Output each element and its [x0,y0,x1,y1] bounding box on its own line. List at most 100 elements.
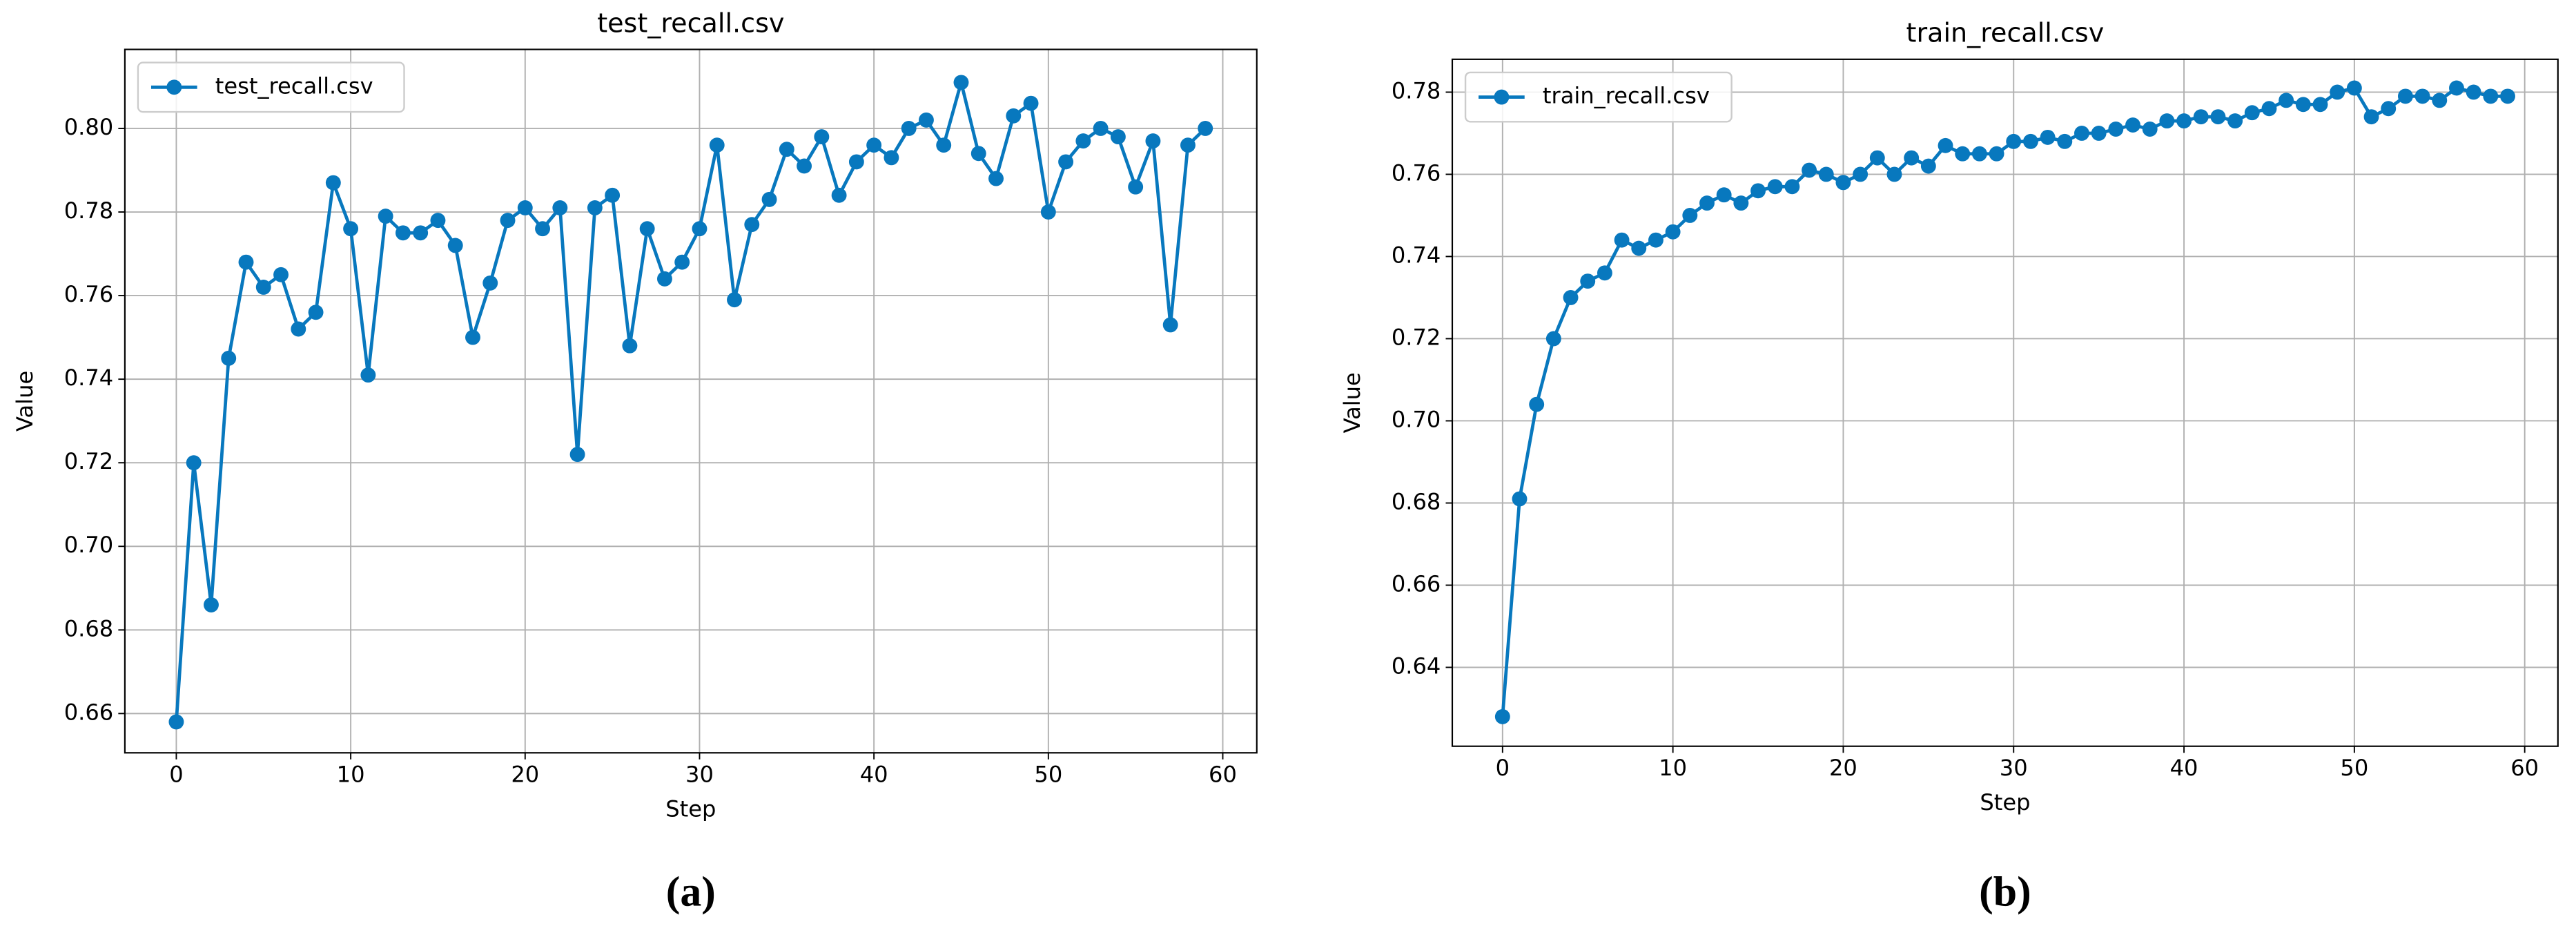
y-tick-label: 0.68 [64,615,114,641]
data-point [2040,129,2056,145]
data-point [2363,109,2379,125]
y-tick-label: 0.78 [1392,77,1441,104]
data-point [2057,133,2073,149]
data-point [447,238,463,253]
x-tick-label: 30 [685,762,714,788]
data-point [2312,97,2328,113]
data-point [709,137,725,153]
data-point [2074,126,2089,141]
data-point [517,200,533,215]
data-point [674,254,690,270]
data-point [1818,166,1834,182]
data-point [1938,137,1953,153]
chart-title: train_recall.csv [1906,18,2105,48]
data-point [1128,179,1144,195]
data-point [2397,88,2413,104]
y-tick-label: 0.76 [1392,160,1441,186]
x-tick-label: 10 [1659,755,1687,781]
data-point [1886,166,1902,182]
x-tick-label: 20 [511,762,539,788]
data-point [814,129,830,145]
data-point [1904,150,1920,166]
plot-frame [1451,58,2559,747]
data-point [360,367,376,383]
caption: (b) [1979,869,2031,916]
data-point [1869,150,1885,166]
data-point [1058,154,1074,170]
y-tick-label: 0.74 [64,365,114,391]
data-point [1023,95,1039,111]
y-tick-label: 0.66 [1392,570,1441,597]
data-point [1716,187,1732,203]
data-point [465,329,480,345]
legend-box [1464,71,1733,123]
data-point [2346,80,2362,96]
data-point [378,209,393,224]
caption: (a) [666,869,716,916]
chart-title: test_recall.csv [597,8,784,38]
data-point [168,714,184,730]
data-point [325,175,341,191]
data-point [1545,331,1561,347]
data-point [744,217,760,233]
data-point [2261,101,2277,117]
chart: test_recall.csv 0 10 20 30 40 50 60 0.66 0.68 0.70… [12,8,1258,916]
legend-marker [1494,89,1510,105]
data-point [605,187,621,203]
data-point [953,75,969,90]
data-point [988,171,1004,186]
data-point [552,200,568,215]
data-point [1597,265,1612,281]
data-point [727,292,742,308]
data-point [2449,80,2464,96]
y-tick-label: 0.74 [1392,242,1441,268]
data-point [255,280,271,295]
legend-label: test_recall.csv [215,73,373,99]
data-point [1767,179,1783,195]
data-point [1198,121,1213,136]
y-tick-label: 0.70 [1392,406,1441,432]
y-tick-label: 0.72 [64,448,114,474]
data-point [831,187,847,203]
data-point [1512,491,1528,507]
x-tick-label: 40 [860,762,888,788]
data-point [308,305,324,320]
x-tick-label: 10 [337,762,365,788]
y-axis-label: Value [1339,372,1365,433]
data-point [622,338,638,354]
data-point [1733,195,1749,211]
data-point [1494,708,1510,724]
data-point [1648,232,1663,248]
data-point [1835,175,1851,191]
series-line [175,75,1207,722]
data-point [2022,133,2038,149]
data-point [1920,158,1936,174]
y-tick-label: 0.70 [64,532,114,558]
x-axis-label: Step [665,796,716,822]
data-point [1784,179,1800,195]
data-point [430,213,446,229]
data-point [1580,273,1596,289]
data-point [1699,195,1715,211]
data-point [1802,162,1817,178]
data-point [204,597,219,612]
series-line [1501,86,2508,717]
data-point [779,142,794,157]
data-point [2381,101,2397,117]
data-point [1971,146,1987,162]
x-tick-label: 20 [1829,755,1857,781]
data-point [936,137,952,153]
y-tick-label: 0.64 [1392,653,1441,679]
data-point [2006,133,2022,149]
chart: train_recall.csv 0 10 20 30 40 50 60 0.64 0.66 0.6… [1339,18,2559,916]
data-point [1853,166,1868,182]
data-point [413,225,429,241]
data-point [2176,113,2192,129]
data-point [395,225,411,241]
legend: train_recall.csv [1464,71,1733,123]
y-axis-label: Value [12,371,38,432]
data-point [221,350,237,366]
data-point [1614,232,1630,248]
data-point [273,267,289,282]
